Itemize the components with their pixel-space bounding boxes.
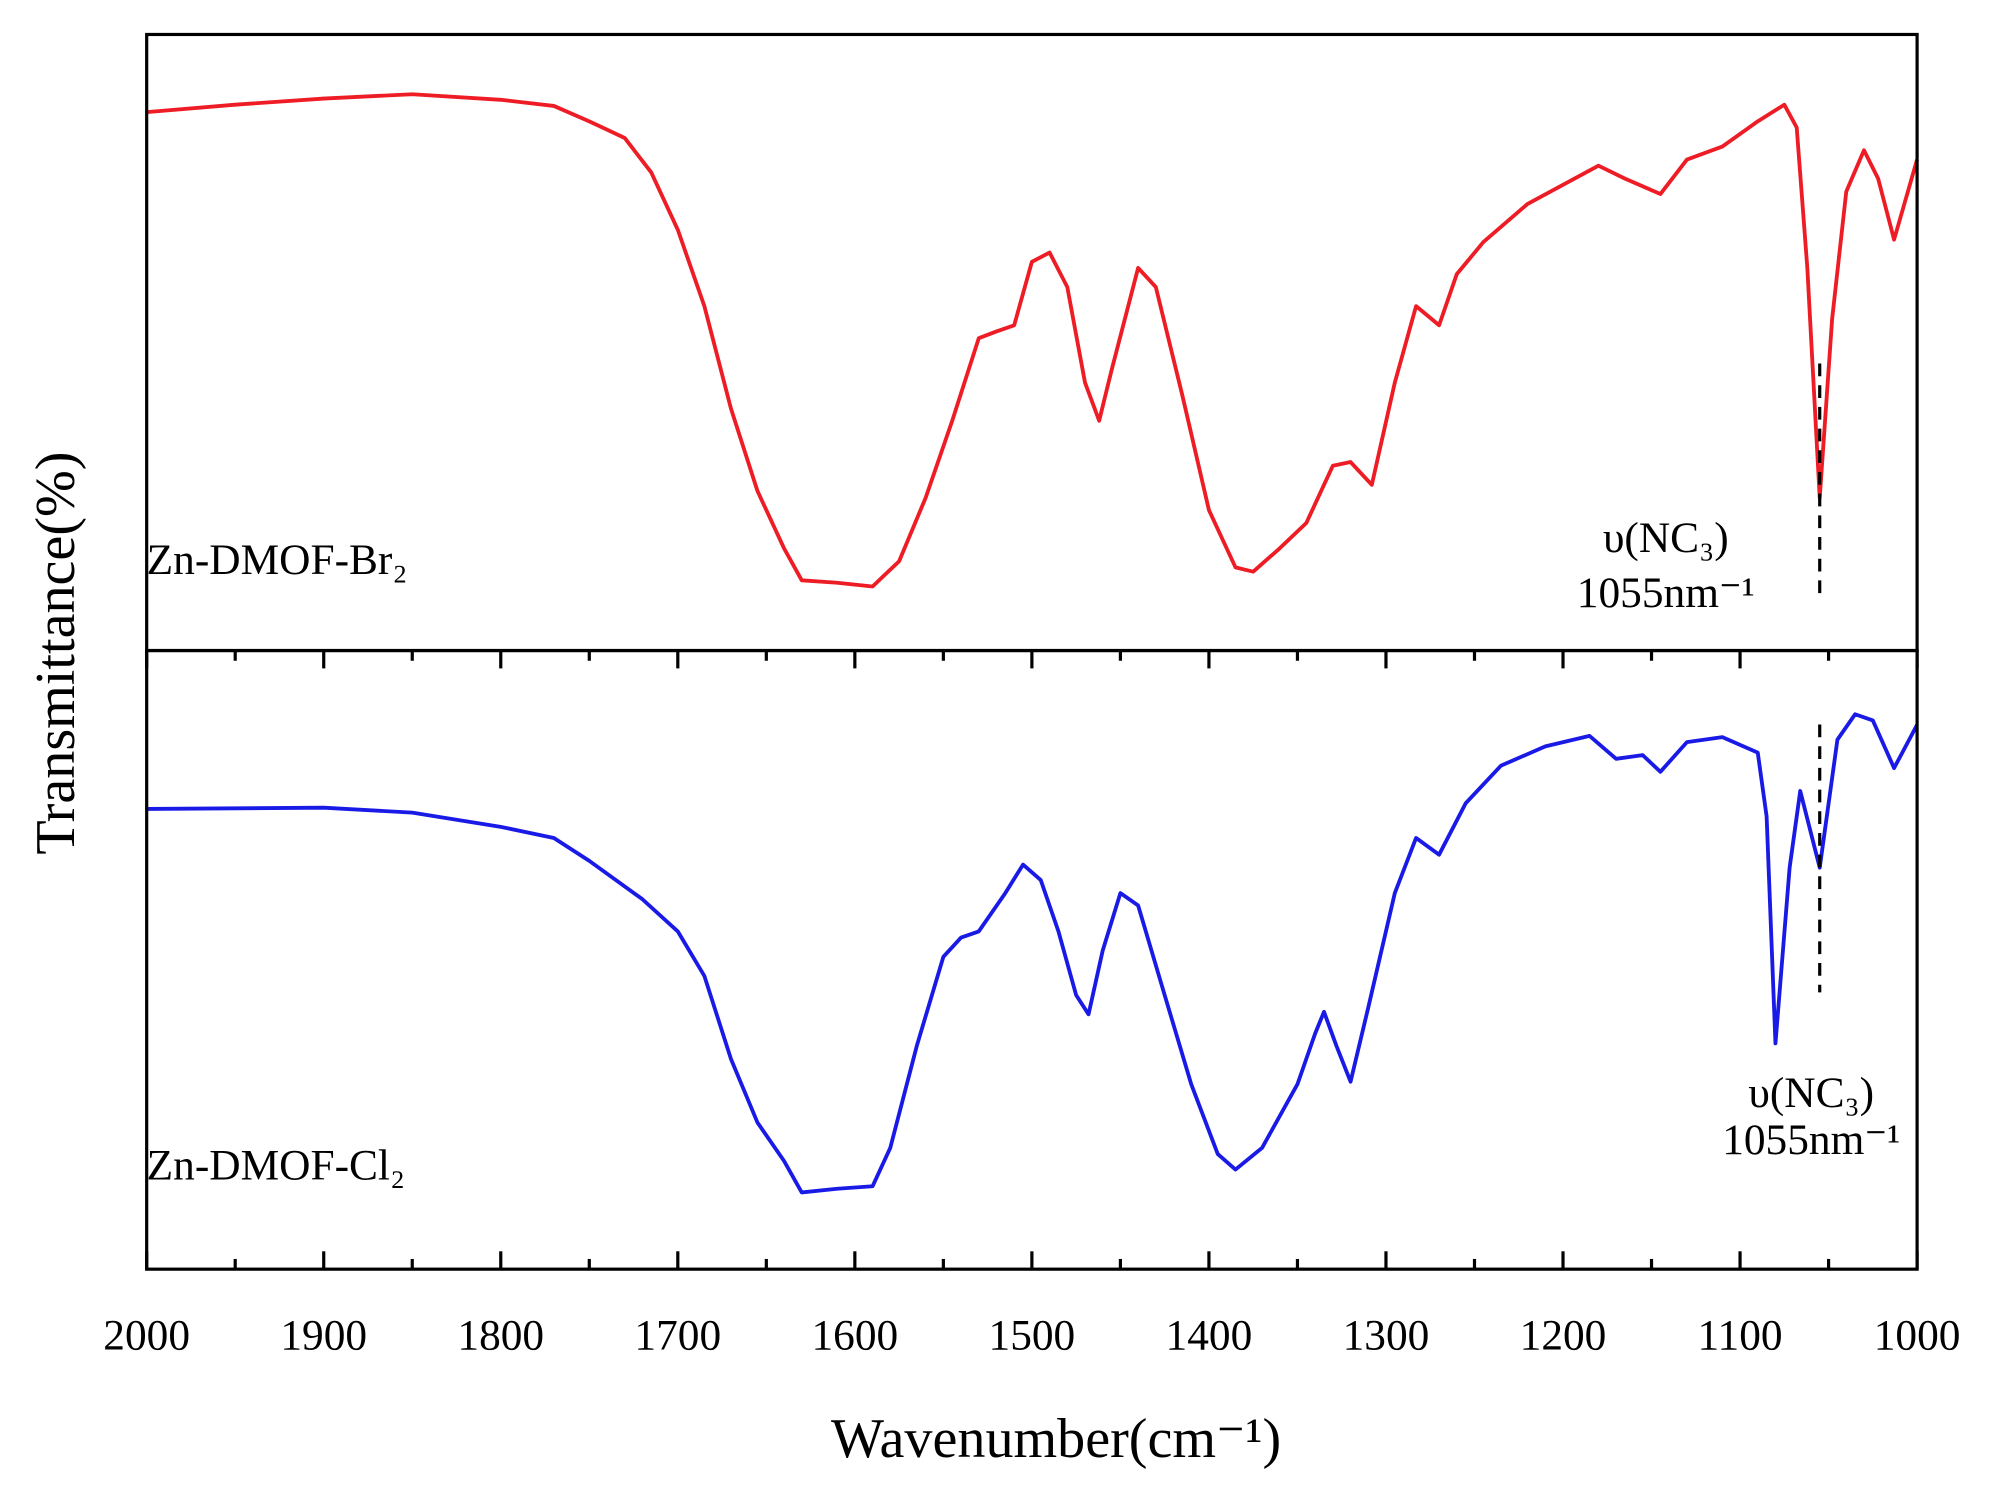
y-axis-label: Transmittance(%) (25, 452, 87, 855)
spectrum-line (146, 712, 1919, 1195)
x-tick-label: 1600 (811, 1311, 898, 1359)
x-tick-label: 1100 (1697, 1311, 1782, 1359)
x-tick-label: 1000 (1874, 1311, 1961, 1359)
annotation-text: υ(NC₃) (1748, 1069, 1874, 1117)
x-tick-label: 2000 (103, 1311, 190, 1359)
spectrum-line (146, 92, 1919, 589)
annotation-text: υ(NC₃) (1603, 514, 1729, 562)
x-tick-label: 1200 (1520, 1311, 1607, 1359)
annotation-text: 1055nm⁻¹ (1722, 1116, 1900, 1164)
x-tick-label: 1900 (280, 1311, 367, 1359)
x-tick-label: 1500 (989, 1311, 1076, 1359)
x-tick-label: 1400 (1166, 1311, 1253, 1359)
panel-label: Zn-DMOF-Cl₂ (147, 1142, 405, 1190)
x-tick-label: 1800 (457, 1311, 544, 1359)
x-tick-label: 1300 (1343, 1311, 1430, 1359)
annotation-text: 1055nm⁻¹ (1577, 569, 1755, 617)
x-axis-label: Wavenumber(cm⁻¹) (831, 1408, 1281, 1470)
panel-label: Zn-DMOF-Br₂ (147, 536, 408, 584)
x-tick-label: 1700 (634, 1311, 721, 1359)
